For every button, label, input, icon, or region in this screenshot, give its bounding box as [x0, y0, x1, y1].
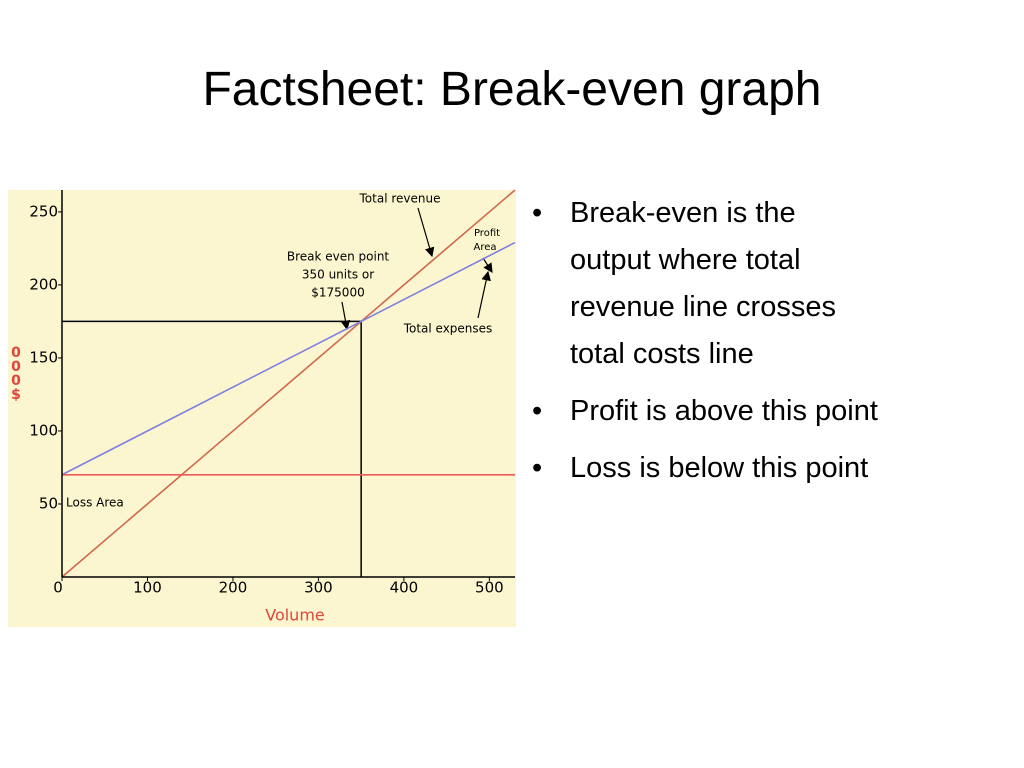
bullet-list: Break-even is the output where total rev…	[530, 190, 878, 502]
bullet: Profit is above this point	[530, 388, 878, 435]
x-tick-label: 200	[219, 579, 248, 597]
annotation: Total expenses	[403, 322, 493, 336]
bullet: Loss is below this point	[530, 445, 878, 492]
annotation: $175000	[311, 286, 364, 300]
y-axis-label: 000$	[8, 345, 24, 401]
y-tick-label: 50	[39, 494, 58, 512]
y-tick-label: 100	[29, 421, 58, 439]
arrow	[477, 270, 491, 319]
annotation: 350 units or	[302, 268, 374, 282]
y-tick-label: 200	[29, 275, 58, 293]
y-tick-label: 150	[29, 348, 58, 366]
x-tick-label: 0	[53, 579, 63, 597]
x-tick-label: 100	[133, 579, 162, 597]
x-axis-label: Volume	[265, 606, 325, 625]
slide-title: Factsheet: Break-even graph	[202, 63, 822, 116]
x-tick-label: 400	[390, 579, 419, 597]
annotation: Area	[473, 242, 496, 253]
annotation: Profit	[474, 228, 500, 239]
bullet: Break-even is the output where total rev…	[530, 190, 878, 378]
x-tick-label: 300	[304, 579, 333, 597]
annotation: Total revenue	[359, 192, 441, 206]
arrow	[340, 301, 351, 331]
series-line	[61, 241, 516, 476]
y-tick-label: 250	[29, 202, 58, 220]
annotation: Loss Area	[66, 496, 124, 510]
arrow	[417, 207, 435, 258]
annotation: Break even point	[287, 250, 390, 264]
arrow	[482, 257, 493, 274]
chart-background	[8, 190, 516, 627]
series-line	[61, 189, 516, 578]
x-tick-label: 500	[475, 579, 504, 597]
